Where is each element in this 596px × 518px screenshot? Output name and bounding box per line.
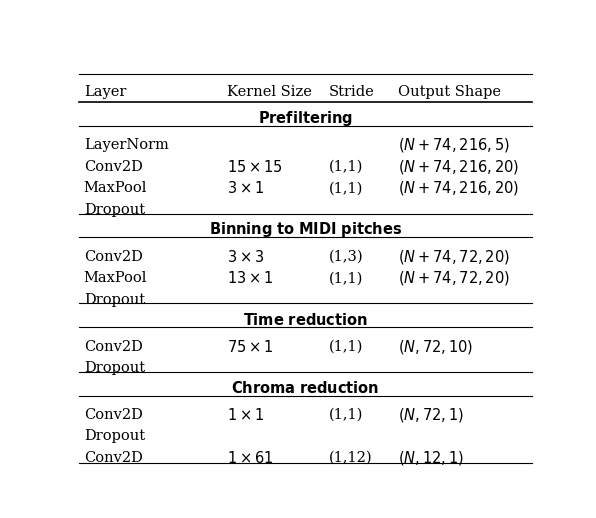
Text: Stride: Stride: [328, 85, 374, 99]
Text: Dropout: Dropout: [83, 203, 145, 217]
Text: $1 \times 61$: $1 \times 61$: [227, 450, 274, 466]
Text: $3 \times 1$: $3 \times 1$: [227, 180, 264, 196]
Text: $(N + 74, 216, 20)$: $(N + 74, 216, 20)$: [398, 179, 519, 197]
Text: $15 \times 15$: $15 \times 15$: [227, 159, 283, 175]
Text: $\bf{Binning\ to\ MIDI\ pitches}$: $\bf{Binning\ to\ MIDI\ pitches}$: [209, 220, 402, 239]
Text: Conv2D: Conv2D: [83, 408, 142, 422]
Text: $(N, 72, 10)$: $(N, 72, 10)$: [398, 338, 473, 355]
Text: Dropout: Dropout: [83, 429, 145, 443]
Text: LayerNorm: LayerNorm: [83, 138, 169, 152]
Text: Dropout: Dropout: [83, 293, 145, 307]
Text: Output Shape: Output Shape: [398, 85, 501, 99]
Text: (1,1): (1,1): [328, 271, 363, 285]
Text: Layer: Layer: [83, 85, 126, 99]
Text: (1,1): (1,1): [328, 160, 363, 174]
Text: Kernel Size: Kernel Size: [227, 85, 312, 99]
Text: Conv2D: Conv2D: [83, 160, 142, 174]
Text: (1,12): (1,12): [328, 451, 372, 465]
Text: $(N + 74, 72, 20)$: $(N + 74, 72, 20)$: [398, 248, 510, 266]
Text: (1,1): (1,1): [328, 339, 363, 354]
Text: $3 \times 3$: $3 \times 3$: [227, 249, 264, 265]
Text: Conv2D: Conv2D: [83, 451, 142, 465]
Text: $13 \times 1$: $13 \times 1$: [227, 270, 274, 286]
Text: $(N + 74, 216, 20)$: $(N + 74, 216, 20)$: [398, 158, 519, 176]
Text: (1,3): (1,3): [328, 250, 363, 264]
Text: Conv2D: Conv2D: [83, 339, 142, 354]
Text: $(N + 74, 216, 5)$: $(N + 74, 216, 5)$: [398, 136, 510, 154]
Text: $(N + 74, 72, 20)$: $(N + 74, 72, 20)$: [398, 269, 510, 287]
Text: (1,1): (1,1): [328, 181, 363, 195]
Text: MaxPool: MaxPool: [83, 271, 147, 285]
Text: $(N, 72, 1)$: $(N, 72, 1)$: [398, 406, 464, 424]
Text: Conv2D: Conv2D: [83, 250, 142, 264]
Text: $\bf{Chroma\ reduction}$: $\bf{Chroma\ reduction}$: [231, 380, 380, 396]
Text: $\bf{Prefiltering}$: $\bf{Prefiltering}$: [258, 109, 353, 128]
Text: MaxPool: MaxPool: [83, 181, 147, 195]
Text: $\bf{Time\ reduction}$: $\bf{Time\ reduction}$: [243, 312, 368, 327]
Text: (1,1): (1,1): [328, 408, 363, 422]
Text: $75 \times 1$: $75 \times 1$: [227, 339, 274, 354]
Text: $(N, 12, 1)$: $(N, 12, 1)$: [398, 449, 464, 467]
Text: $1 \times 1$: $1 \times 1$: [227, 407, 264, 423]
Text: Dropout: Dropout: [83, 361, 145, 375]
